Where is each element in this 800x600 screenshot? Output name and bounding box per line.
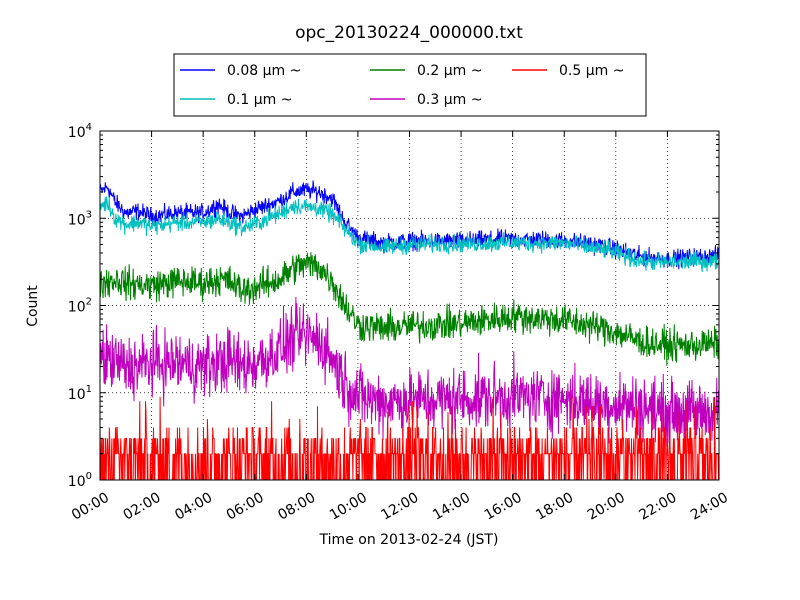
legend-label: 0.5 μm ~ (559, 63, 624, 79)
series-line (100, 196, 719, 272)
y-tick-label: 104 (68, 122, 92, 141)
legend: 0.08 μm ~ 0.1 μm ~ 0.2 μm ~ 0.3 μm ~ 0.5 μm … (173, 53, 647, 117)
legend-label: 0.2 μm ~ (417, 63, 482, 79)
legend-label: 0.1 μm ~ (227, 92, 292, 108)
series-line (100, 252, 719, 366)
series-line (100, 296, 719, 448)
y-tick-label: 103 (68, 209, 92, 228)
chart-title: opc_20130224_000000.txt (295, 23, 523, 43)
legend-label: 0.08 μm ~ (227, 63, 301, 79)
y-tick-label: 100 (68, 471, 92, 490)
x-axis-label: Time on 2013-02-24 (JST) (319, 532, 499, 548)
y-tick-label: 102 (68, 297, 92, 316)
legend-box (173, 53, 647, 117)
series-lines (100, 180, 719, 480)
legend-label: 0.3 μm ~ (417, 92, 482, 108)
y-tick-label: 101 (68, 384, 92, 403)
y-axis-label: Count (25, 285, 41, 327)
